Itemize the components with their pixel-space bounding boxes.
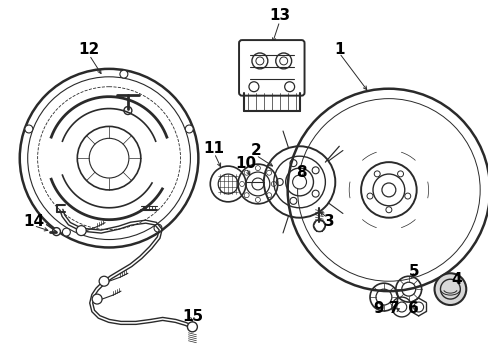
Circle shape — [293, 175, 307, 189]
Text: 12: 12 — [78, 41, 100, 57]
Circle shape — [120, 70, 128, 78]
Circle shape — [154, 224, 162, 232]
Circle shape — [52, 228, 60, 235]
Text: 13: 13 — [269, 8, 290, 23]
Text: 11: 11 — [204, 141, 225, 156]
Text: 4: 4 — [451, 272, 462, 287]
Text: 14: 14 — [23, 214, 44, 229]
Text: 15: 15 — [182, 310, 203, 324]
Text: 2: 2 — [250, 143, 261, 158]
Text: 7: 7 — [389, 301, 399, 316]
Text: 9: 9 — [374, 301, 384, 316]
FancyBboxPatch shape — [239, 40, 305, 96]
Circle shape — [25, 125, 33, 133]
Circle shape — [99, 276, 109, 286]
Circle shape — [62, 228, 71, 236]
Text: 5: 5 — [408, 264, 419, 279]
Text: 8: 8 — [296, 165, 307, 180]
Text: 3: 3 — [324, 214, 335, 229]
Text: 6: 6 — [408, 301, 419, 316]
Circle shape — [92, 294, 102, 304]
Text: 10: 10 — [235, 156, 257, 171]
Circle shape — [76, 226, 86, 235]
Circle shape — [188, 322, 197, 332]
Circle shape — [435, 273, 466, 305]
Text: 1: 1 — [334, 41, 344, 57]
Circle shape — [185, 125, 193, 133]
